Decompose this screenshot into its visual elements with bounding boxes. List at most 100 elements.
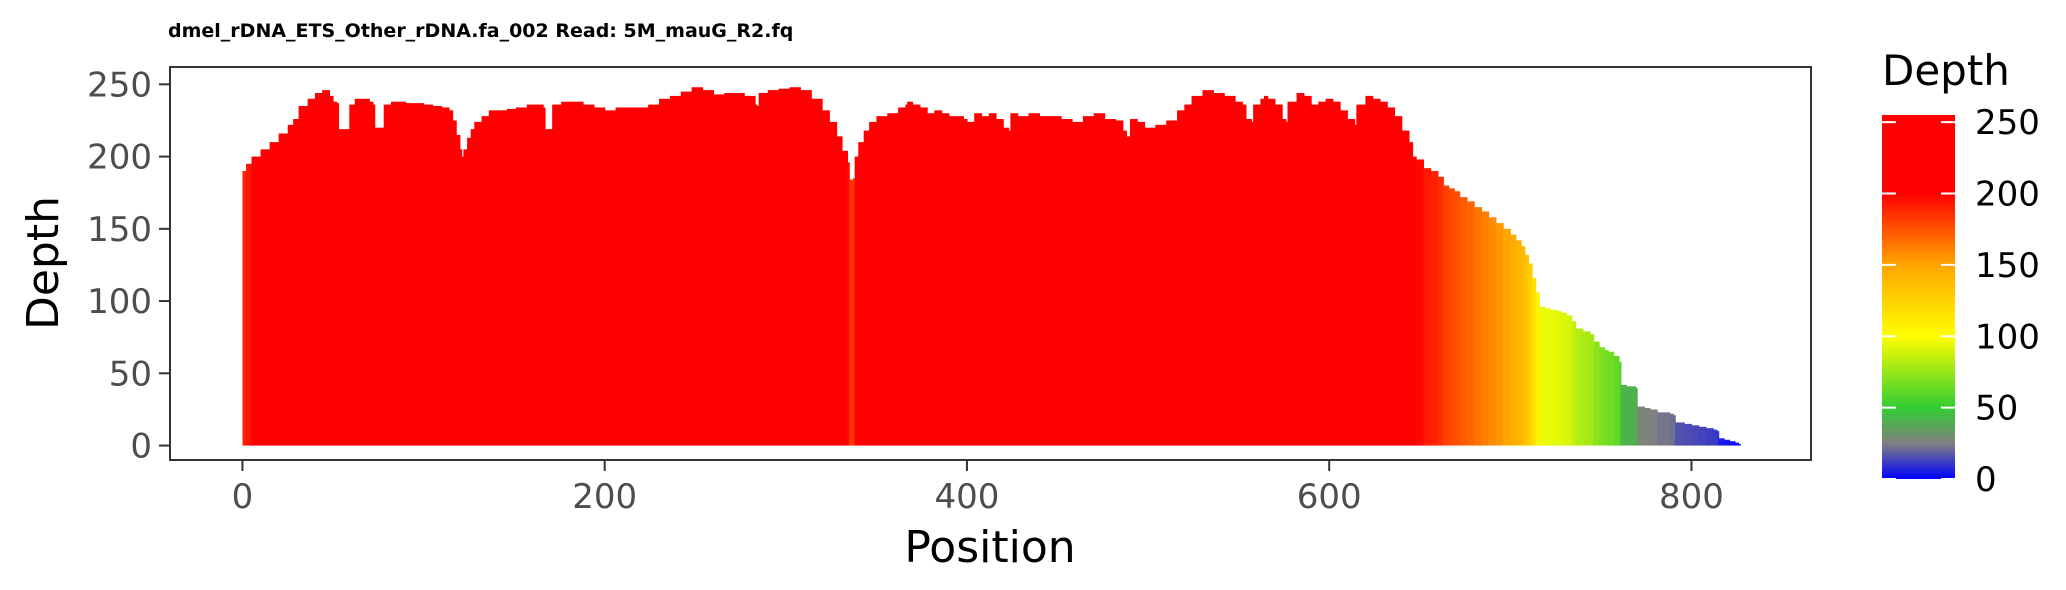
depth-bar bbox=[1166, 120, 1178, 446]
depth-bar bbox=[604, 110, 617, 446]
depth-bar bbox=[1311, 104, 1319, 446]
depth-bar bbox=[1387, 107, 1396, 446]
depth-bar bbox=[1571, 321, 1577, 446]
depth-bar bbox=[1608, 351, 1615, 446]
depth-bar bbox=[1235, 101, 1243, 446]
depth-bar bbox=[1649, 409, 1658, 446]
depth-bar bbox=[1126, 136, 1131, 446]
depth-bar bbox=[755, 104, 758, 446]
depth-bar bbox=[1620, 384, 1627, 446]
depth-bar bbox=[735, 93, 745, 446]
depth-bar bbox=[1454, 191, 1461, 446]
depth-bar bbox=[1716, 431, 1720, 446]
depth-bar bbox=[691, 87, 704, 446]
depth-bar bbox=[659, 98, 671, 446]
depth-bar bbox=[1443, 185, 1450, 446]
depth-bar bbox=[1325, 98, 1334, 446]
depth-bar bbox=[1528, 263, 1533, 446]
depth-bar bbox=[995, 119, 1004, 446]
depth-bar bbox=[744, 95, 756, 446]
depth-bar bbox=[561, 101, 573, 446]
depth-bar bbox=[242, 171, 247, 446]
depth-bar bbox=[1718, 438, 1725, 446]
depth-bar bbox=[1550, 309, 1559, 446]
depth-bar bbox=[338, 129, 349, 446]
depth-bar bbox=[1423, 168, 1432, 446]
depth-bar bbox=[1010, 113, 1019, 446]
depth-bar bbox=[307, 98, 316, 446]
depth-bar bbox=[919, 107, 928, 446]
depth-bar bbox=[1691, 425, 1700, 446]
depth-bar bbox=[550, 129, 553, 446]
depth-bar bbox=[854, 156, 859, 446]
depth-bar bbox=[852, 178, 856, 446]
depth-bar bbox=[452, 120, 457, 446]
depth-bar bbox=[526, 104, 537, 446]
depth-bar bbox=[1510, 234, 1517, 446]
depth-bar bbox=[841, 150, 849, 446]
depth-bar bbox=[1122, 130, 1127, 446]
depth-bar bbox=[669, 95, 682, 446]
depth-bar bbox=[349, 104, 356, 446]
depth-bar bbox=[836, 136, 843, 446]
depth-bar bbox=[1724, 439, 1731, 446]
depth-bar bbox=[934, 110, 943, 446]
depth-bar bbox=[1590, 334, 1595, 446]
depth-bar bbox=[1251, 121, 1254, 446]
depth-bar bbox=[1104, 119, 1117, 446]
depth-bar bbox=[1644, 407, 1651, 446]
x-axis: 0 200 400 600 800 bbox=[232, 460, 1724, 517]
depth-bar bbox=[1729, 441, 1736, 446]
depth-bar bbox=[1115, 120, 1124, 446]
depth-bar bbox=[347, 129, 350, 446]
legend-ticks: 0 50 100 150 200 250 bbox=[1882, 103, 2040, 500]
depth-bar bbox=[1003, 127, 1010, 446]
depth-bar bbox=[246, 163, 253, 446]
depth-bar bbox=[1260, 98, 1265, 446]
depth-bar bbox=[1705, 428, 1714, 446]
depth-bar bbox=[461, 156, 465, 446]
depth-bar bbox=[1129, 119, 1138, 446]
depth-bar bbox=[1448, 188, 1455, 446]
depth-bar bbox=[287, 124, 294, 446]
depth-bar bbox=[626, 107, 638, 446]
depth-bar bbox=[1394, 116, 1403, 446]
depth-bar bbox=[1412, 156, 1417, 446]
y-axis-title: Depth bbox=[18, 196, 69, 330]
depth-bar bbox=[1379, 101, 1388, 446]
depth-bar bbox=[1008, 130, 1012, 446]
depth-bar bbox=[251, 156, 262, 446]
depth-bar bbox=[1437, 176, 1444, 446]
depth-bar bbox=[467, 137, 472, 446]
depth-bar bbox=[459, 149, 463, 446]
depth-bar bbox=[1488, 217, 1497, 446]
depth-bar bbox=[974, 113, 983, 446]
depth-bar bbox=[1734, 442, 1740, 446]
depth-bar bbox=[593, 107, 606, 446]
depth-bar bbox=[423, 104, 434, 446]
x-tick-label: 600 bbox=[1297, 477, 1362, 517]
depth-bar bbox=[474, 121, 483, 446]
depth-bar bbox=[448, 110, 454, 446]
depth-bar bbox=[329, 95, 334, 446]
y-tick-label: 250 bbox=[87, 65, 152, 105]
depth-bar bbox=[1184, 104, 1193, 446]
depth-bar bbox=[1626, 386, 1636, 446]
depth-bar bbox=[1372, 98, 1381, 446]
depth-bar bbox=[322, 90, 330, 446]
depth-bar bbox=[847, 162, 850, 446]
legend-tick-label: 200 bbox=[1975, 175, 2040, 215]
depth-bar bbox=[1738, 444, 1741, 446]
depth-bar bbox=[1430, 171, 1439, 446]
depth-bar bbox=[1495, 223, 1504, 446]
depth-bar bbox=[963, 119, 968, 446]
depth-bar bbox=[544, 129, 551, 446]
depth-bar bbox=[1191, 95, 1204, 446]
depth-bar bbox=[305, 106, 309, 446]
depth-bar bbox=[1365, 95, 1374, 446]
depth-bar bbox=[456, 134, 461, 446]
depth-bar bbox=[1039, 116, 1051, 446]
depth-bar bbox=[1224, 95, 1236, 446]
depth-bar bbox=[1347, 119, 1356, 446]
